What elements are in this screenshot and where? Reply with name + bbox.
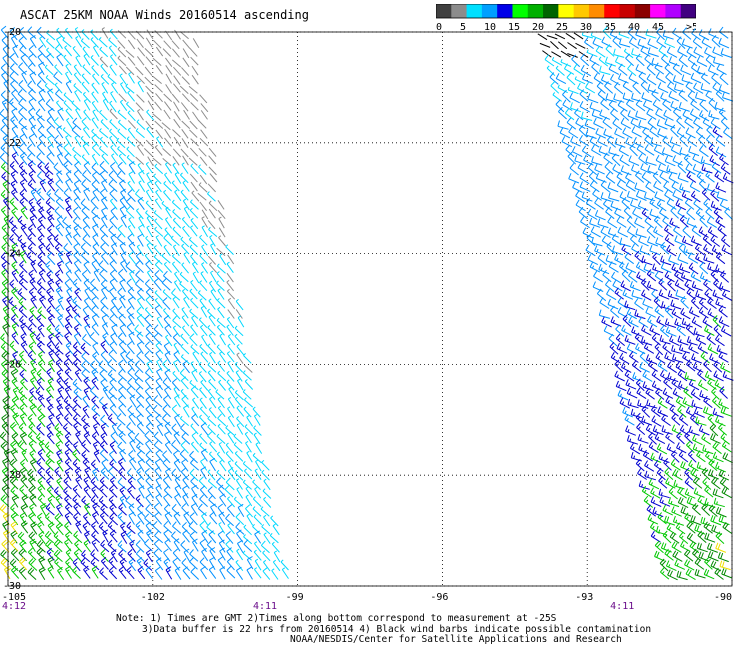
- legend-label: 30: [580, 22, 592, 33]
- time-label: 4:12: [2, 601, 26, 612]
- legend-swatch: [588, 4, 605, 18]
- legend-label: 45: [652, 22, 664, 33]
- time-label: 4:11: [610, 601, 634, 612]
- lon-label: -99: [286, 592, 304, 603]
- legend-swatch: [436, 4, 452, 18]
- legend-swatch: [527, 4, 544, 18]
- lat-label: -22: [3, 138, 21, 149]
- map-frame: [7, 31, 733, 587]
- legend-swatch: [619, 4, 636, 18]
- legend-swatch: [466, 4, 483, 18]
- legend-swatch: [650, 4, 666, 18]
- legend-label: 25: [556, 22, 568, 33]
- lat-label: -30: [3, 581, 21, 592]
- wind-barbs: [0, 25, 734, 581]
- legend-label: 0: [436, 22, 442, 33]
- lon-label: -96: [430, 592, 448, 603]
- legend-swatch: [497, 4, 513, 18]
- wind-barb-map: -20 -22 -24 -26 -28 -30-105 -102 -99 -96 -93 -90 4:…: [0, 25, 734, 612]
- legend-swatch: [558, 4, 575, 18]
- legend-label: 10: [484, 22, 496, 33]
- legend-label: 5: [460, 22, 466, 33]
- notes-block: Note: 1) Times are GMT 2)Times along bot…: [0, 613, 740, 646]
- lon-label: -90: [714, 592, 732, 603]
- lat-label: -24: [3, 249, 21, 260]
- legend-swatch: [451, 4, 468, 18]
- legend-swatch: [481, 4, 498, 18]
- lon-label: -93: [575, 592, 593, 603]
- legend-swatch: [665, 4, 682, 18]
- lat-label: -28: [3, 470, 21, 481]
- legend-swatch: [512, 4, 529, 18]
- legend-label: >50 knots: [686, 22, 696, 33]
- map-title: ASCAT 25KM NOAA Winds 20160514 ascending: [20, 8, 309, 22]
- time-label: 4:11: [253, 601, 277, 612]
- legend-swatch: [604, 4, 621, 18]
- lon-label: -105: [2, 592, 26, 603]
- lat-label: -20: [3, 27, 21, 38]
- legend-label: 40: [628, 22, 640, 33]
- wind-speed-legend: 0 5 10 15 20 25 30 35 40 45 >50 knots: [436, 4, 696, 33]
- note-line-1: Note: 1) Times are GMT 2)Times along bot…: [116, 613, 557, 624]
- legend-label: 35: [604, 22, 616, 33]
- legend-swatch: [573, 4, 590, 18]
- legend-swatch: [634, 4, 651, 18]
- legend-swatch: [543, 4, 559, 18]
- note-line-3: NOAA/NESDIS/Center for Satellite Applica…: [290, 634, 622, 645]
- legend-label: 20: [532, 22, 544, 33]
- note-line-2: 3)Data buffer is 22 hrs from 20160514 4)…: [142, 623, 652, 635]
- lon-label: -102: [141, 592, 165, 603]
- legend-swatch: [680, 4, 696, 18]
- legend-label: 15: [508, 22, 520, 33]
- lat-label: -26: [3, 359, 21, 370]
